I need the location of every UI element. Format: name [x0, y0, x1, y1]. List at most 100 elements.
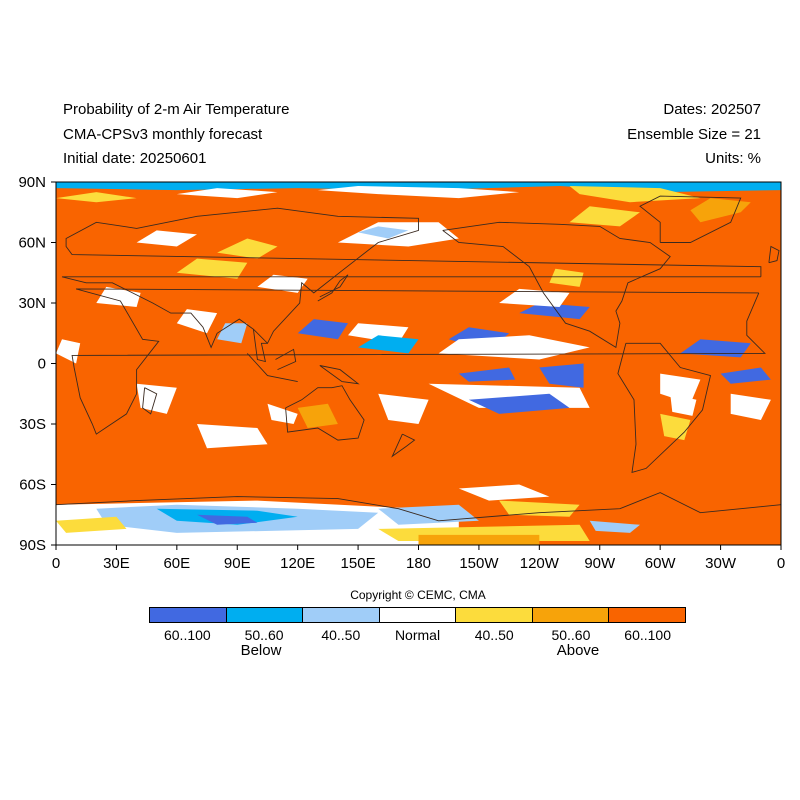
lon-label: 30E	[103, 555, 130, 572]
coastline	[639, 195, 742, 243]
lon-label: 0	[777, 555, 785, 572]
legend-label: Normal	[394, 627, 441, 643]
probability-region	[176, 258, 248, 279]
coastline	[617, 342, 712, 474]
probability-region	[670, 393, 697, 416]
coastline	[442, 221, 671, 349]
probability-region	[539, 363, 584, 388]
probability-region	[197, 514, 258, 525]
probability-region	[660, 373, 701, 404]
probability-region	[549, 268, 584, 287]
legend-swatch	[150, 608, 227, 622]
legend-swatch	[226, 608, 304, 622]
probability-region	[358, 226, 409, 239]
lat-label: 90S	[19, 537, 46, 554]
probability-map: 90N 60N 30N 0 30S 60S 90S 0 30E 60E 90E 120E 150E 18…	[18, 174, 785, 572]
map-field	[56, 182, 781, 545]
coastline	[252, 329, 268, 363]
coastline	[275, 348, 297, 371]
copyright-notice: Copyright © CEMC, CMA	[350, 588, 486, 602]
coastline	[317, 274, 349, 302]
probability-region	[197, 424, 268, 449]
probability-region	[690, 198, 751, 223]
probability-region	[438, 335, 590, 360]
title-line-2: CMA-CPSv3 monthly forecast	[63, 126, 263, 143]
lon-label: 180	[406, 555, 431, 572]
probability-region	[96, 286, 141, 307]
coastline	[142, 387, 158, 415]
probability-region	[176, 309, 218, 334]
lat-label: 60N	[18, 235, 46, 252]
probability-region	[378, 393, 429, 424]
lat-label: 90N	[18, 174, 46, 191]
probability-region	[468, 393, 570, 414]
title-line-1: Probability of 2-m Air Temperature	[63, 101, 290, 118]
legend-swatch	[609, 608, 686, 622]
probability-region	[136, 383, 177, 414]
lon-label: 90E	[224, 555, 251, 572]
coastline	[71, 288, 766, 435]
probability-region	[257, 274, 308, 293]
probability-region	[569, 186, 701, 203]
color-legend	[149, 607, 686, 623]
probability-region	[589, 520, 640, 533]
initial-date: Initial date: 20250601	[63, 150, 207, 167]
probability-region	[317, 186, 520, 199]
probability-region	[56, 516, 127, 533]
lat-label: 0	[38, 356, 46, 373]
coastline	[391, 433, 416, 458]
coastline	[319, 365, 360, 385]
lon-label: 30W	[705, 555, 737, 572]
probability-region	[297, 319, 348, 340]
probability-region	[569, 206, 640, 227]
coastline	[285, 385, 365, 441]
legend-swatch	[303, 608, 380, 622]
legend-label: 50..60	[551, 627, 591, 643]
legend-below-label: Below	[240, 642, 282, 659]
legend-above-label: Above	[556, 642, 600, 659]
legend-swatch	[456, 608, 533, 622]
lon-label: 90W	[584, 555, 616, 572]
coastline	[61, 207, 762, 349]
probability-region	[136, 230, 197, 247]
probability-region	[458, 367, 516, 382]
legend-label: 40..50	[474, 627, 514, 643]
legend-label: 50..60	[244, 627, 284, 643]
lat-label: 60S	[19, 477, 46, 494]
legend-swatch	[532, 608, 610, 622]
lon-label: 150W	[459, 555, 499, 572]
probability-region	[730, 393, 771, 420]
probability-region	[217, 238, 278, 259]
lat-label: 30N	[18, 295, 46, 312]
probability-region	[358, 335, 419, 354]
forecast-dates: Dates: 202507	[663, 101, 761, 118]
probability-region	[56, 192, 137, 203]
probability-region	[418, 534, 540, 545]
probability-region	[499, 288, 570, 307]
probability-region	[56, 339, 81, 364]
probability-region	[297, 403, 338, 428]
probability-region	[176, 188, 278, 199]
coastline	[768, 245, 780, 264]
lon-label: 60E	[163, 555, 190, 572]
probability-region	[499, 500, 580, 517]
coastline	[246, 353, 298, 383]
coastline	[56, 492, 781, 522]
probability-region	[56, 182, 781, 193]
probability-region	[680, 339, 751, 358]
probability-region	[267, 403, 298, 424]
lon-label: 60W	[645, 555, 677, 572]
probability-region	[458, 484, 550, 501]
lat-label: 30S	[19, 416, 46, 433]
probability-region	[519, 303, 590, 320]
legend-label: 60..100	[624, 627, 671, 643]
lon-label: 120E	[280, 555, 315, 572]
lon-label: 0	[52, 555, 60, 572]
units: Units: %	[705, 150, 761, 167]
legend-swatch	[379, 608, 457, 622]
legend-label: 40..50	[321, 627, 361, 643]
probability-region	[720, 367, 771, 384]
legend-label: 60..100	[163, 627, 211, 643]
lon-label: 150E	[341, 555, 376, 572]
ensemble-size: Ensemble Size = 21	[627, 126, 761, 143]
